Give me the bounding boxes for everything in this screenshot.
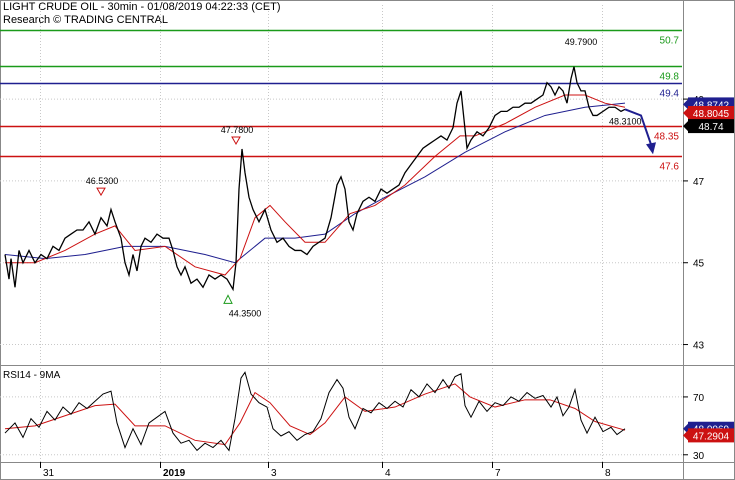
level-label: 50.7 — [660, 36, 680, 47]
price-badge — [688, 106, 734, 120]
rsi-badge-label: 47.2904 — [693, 431, 730, 442]
level-label: 49.8 — [660, 72, 680, 83]
chart-subtitle: Research © TRADING CENTRAL — [3, 14, 168, 26]
price-badge-pointer — [683, 121, 688, 132]
rsi-tick-label: 70 — [693, 393, 705, 404]
price-badge-pointer — [683, 99, 688, 110]
annotation-label: 47.7800 — [221, 125, 254, 135]
annotation-label: 49.7900 — [565, 37, 598, 47]
price-badge — [688, 119, 734, 134]
rsi-badge — [688, 428, 734, 443]
price-badge-label: 48.74 — [698, 122, 723, 133]
swing-high-marker — [96, 187, 106, 197]
x-tick-label: 8 — [605, 468, 611, 479]
level-label: 48.35 — [654, 132, 679, 143]
swing-high-marker — [231, 136, 241, 146]
target-label: 48.3100 — [609, 116, 642, 126]
price-badge-label: 48.8045 — [693, 109, 730, 120]
rsi-line — [4, 371, 626, 452]
level-label: 47.6 — [660, 162, 680, 173]
y-tick-label: 45 — [693, 259, 705, 270]
level-label: 49.4 — [660, 89, 680, 100]
price-line — [4, 66, 626, 292]
annotation-label: 44.3500 — [229, 308, 262, 318]
ma-slow-line — [4, 102, 626, 264]
y-tick-label: 43 — [693, 341, 705, 352]
price-badge-label: 48.8742 — [693, 100, 730, 111]
x-tick-label: 7 — [495, 468, 501, 479]
rsi-title: RSI14 - 9MA — [3, 370, 61, 381]
y-tick-label: 47 — [693, 177, 705, 188]
annotation-label: 46.5300 — [86, 176, 119, 186]
x-tick-label: 2019 — [163, 468, 186, 479]
x-tick-label: 4 — [385, 468, 391, 479]
forecast-arrow-line — [624, 108, 654, 151]
x-tick-label: 31 — [43, 468, 55, 479]
swing-low-marker — [223, 294, 233, 304]
rsi-ma-line — [4, 383, 626, 446]
price-badge-pointer — [683, 108, 688, 118]
rsi-badge-pointer — [683, 430, 688, 441]
rsi-badge-pointer — [683, 423, 688, 434]
x-tick-label: 3 — [271, 468, 277, 479]
ma-fast-line — [5, 94, 626, 276]
chart-title: LIGHT CRUDE OIL - 30min - 01/08/2019 04:… — [3, 1, 281, 13]
forecast-arrow-head — [646, 142, 656, 155]
rsi-tick-label: 30 — [693, 451, 705, 462]
